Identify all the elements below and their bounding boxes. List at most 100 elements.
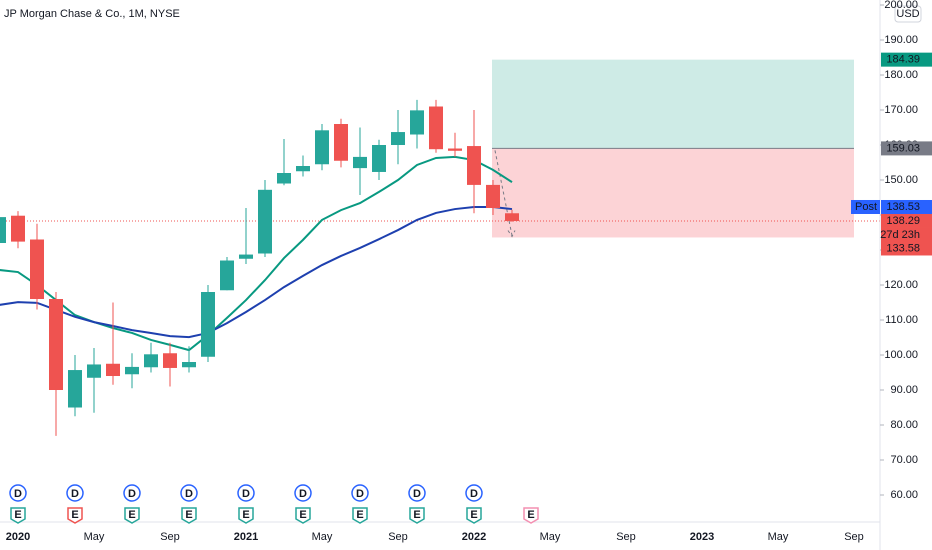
candle-body: [106, 363, 120, 377]
earnings-label: E: [470, 509, 477, 521]
candle-body: [30, 239, 44, 300]
target-price-label: 184.39: [886, 54, 920, 66]
earnings-label: E: [242, 509, 249, 521]
target-zone: [492, 59, 854, 149]
post-price-label-bg: [881, 199, 932, 214]
earnings-marker: [523, 507, 539, 524]
y-tick-label: 90.00: [890, 384, 918, 396]
candle-body: [144, 354, 158, 368]
y-tick-label: 60.00: [890, 489, 918, 501]
y-tick-label: 110.00: [885, 314, 918, 326]
currency-box[interactable]: [894, 5, 922, 23]
earnings-label: E: [71, 509, 78, 521]
candle-body: [315, 130, 329, 165]
stop-price-label-bg: [881, 241, 932, 256]
x-tick-label: 2023: [690, 531, 714, 543]
dividend-label: D: [128, 488, 136, 500]
candle-body: [49, 299, 63, 391]
y-tick-label: 200.00: [884, 0, 918, 11]
dividend-marker: [66, 484, 84, 502]
y-tick-label: 190.00: [884, 34, 918, 46]
earnings-marker: [352, 507, 368, 524]
last-price-label: 138.29: [886, 215, 920, 227]
dividend-label: D: [71, 488, 79, 500]
earnings-marker: [238, 507, 254, 524]
post-tag: Post: [855, 201, 877, 213]
candle-body: [448, 148, 462, 151]
earnings-marker: [295, 507, 311, 524]
candle-body: [334, 124, 348, 161]
dividend-label: D: [299, 488, 307, 500]
dividend-label: D: [470, 488, 478, 500]
candle-body: [372, 145, 386, 172]
x-tick-label: May: [84, 531, 105, 543]
post-price-label: 138.53: [886, 201, 920, 213]
candle-body: [467, 146, 481, 185]
dividend-marker: [237, 484, 255, 502]
candle-body: [296, 166, 310, 172]
candle-body: [277, 173, 291, 184]
dividend-label: D: [242, 488, 250, 500]
x-tick-label: 2022: [462, 531, 486, 543]
trade-arrow: [494, 150, 516, 238]
x-tick-label: Sep: [160, 531, 180, 543]
post-tag-bg: [851, 199, 880, 214]
candle-body: [505, 213, 519, 221]
x-tick-label: 2021: [234, 531, 258, 543]
earnings-label: E: [413, 509, 420, 521]
earnings-marker: [124, 507, 140, 524]
dividend-marker: [9, 484, 27, 502]
currency: USD: [896, 8, 919, 20]
stop-price-label: 133.58: [886, 242, 920, 254]
dividend-marker: [408, 484, 426, 502]
dividend-marker: [351, 484, 369, 502]
candle-body: [220, 260, 234, 291]
earnings-label: E: [527, 509, 534, 521]
dividend-marker: [180, 484, 198, 502]
dividend-marker: [123, 484, 141, 502]
candle-body: [353, 156, 367, 169]
earnings-label: E: [185, 509, 192, 521]
candle-body: [486, 184, 500, 209]
candle-body: [0, 217, 6, 244]
dividend-label: D: [413, 488, 421, 500]
countdown-label-bg: [881, 227, 932, 242]
x-tick-label: May: [768, 531, 789, 543]
earnings-marker: [409, 507, 425, 524]
candle-body: [125, 366, 139, 375]
candle-body: [87, 364, 101, 378]
earnings-label: E: [128, 509, 135, 521]
x-tick-label: Sep: [616, 531, 636, 543]
moving-average: [0, 205, 513, 339]
dividend-label: D: [185, 488, 193, 500]
countdown-label: 27d 23h: [880, 229, 920, 241]
earnings-marker: [181, 507, 197, 524]
last-price-label-bg: [881, 213, 932, 228]
candle-body: [11, 215, 25, 242]
earnings-label: E: [299, 509, 306, 521]
entry-price-label-bg: [881, 141, 932, 156]
candle-body: [258, 189, 272, 254]
y-tick-label: 170.00: [884, 104, 918, 116]
candle-body: [68, 370, 82, 408]
candle-body: [201, 292, 215, 357]
y-tick-label: 150.00: [884, 174, 918, 186]
entry-price-label: 159.03: [886, 142, 920, 154]
earnings-label: E: [356, 509, 363, 521]
x-tick-label: May: [312, 531, 333, 543]
y-tick-label: 70.00: [890, 454, 918, 466]
candle-body: [239, 254, 253, 259]
y-tick-label: 180.00: [884, 69, 918, 81]
candle-body: [163, 353, 177, 368]
stop-zone: [492, 148, 854, 238]
x-tick-label: May: [540, 531, 561, 543]
chart-title: JP Morgan Chase & Co., 1M, NYSE: [4, 8, 180, 20]
earnings-label: E: [14, 509, 21, 521]
earnings-marker: [10, 507, 26, 524]
earnings-marker: [466, 507, 482, 524]
dividend-label: D: [356, 488, 364, 500]
x-tick-label: 2020: [6, 531, 30, 543]
x-tick-label: Sep: [844, 531, 864, 543]
